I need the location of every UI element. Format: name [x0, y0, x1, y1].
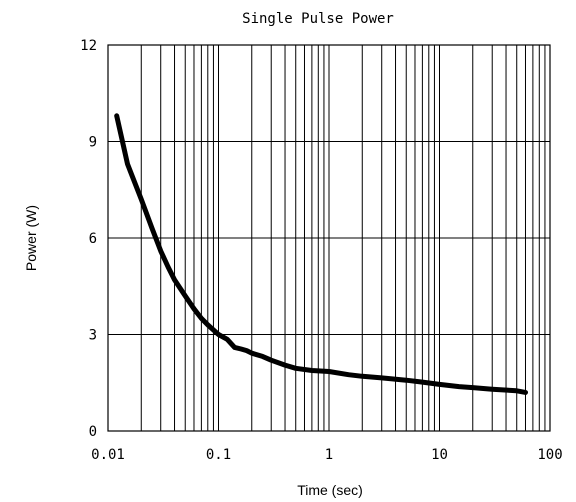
- tick-labels: 0.01 0.1 1 10 100 0 3 6 9 12: [80, 38, 563, 463]
- x-tick-label: 10: [431, 447, 448, 463]
- y-tick-label: 9: [89, 135, 97, 151]
- y-tick-label: 6: [89, 231, 97, 247]
- x-tick-label: 0.1: [206, 447, 231, 463]
- y-tick-label: 12: [80, 38, 97, 54]
- x-tick-label: 0.01: [91, 447, 125, 463]
- chart-title: Single Pulse Power: [242, 11, 394, 27]
- plot-frame: [107, 44, 551, 432]
- grid: [108, 45, 550, 431]
- x-tick-label: 1: [325, 447, 333, 463]
- x-tick-label: 100: [537, 447, 562, 463]
- y-tick-label: 0: [89, 424, 97, 440]
- x-axis-label: Time (sec): [297, 482, 363, 498]
- y-axis-label: Power (W): [23, 205, 39, 271]
- power-curve: [114, 113, 528, 395]
- y-tick-label: 3: [89, 328, 97, 344]
